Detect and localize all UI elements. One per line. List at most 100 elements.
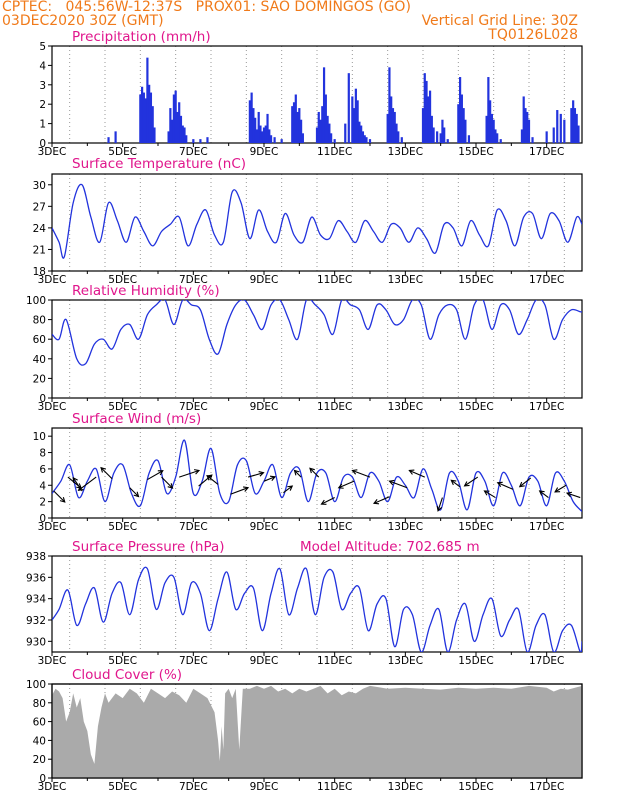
precip-bar bbox=[545, 131, 548, 143]
x-tick-label: 7DEC bbox=[179, 655, 208, 667]
precip-bar bbox=[298, 108, 301, 143]
x-tick-label: 13DEC bbox=[388, 401, 423, 413]
x-tick-label: 3DEC bbox=[38, 146, 67, 158]
header-run-time: 03DEC2020 30Z (GMT) bbox=[2, 13, 164, 29]
precip-bar bbox=[421, 108, 425, 143]
wind-arrow bbox=[338, 480, 355, 489]
wind-arrow bbox=[78, 476, 97, 491]
header-code: TQ0126L028 bbox=[488, 27, 578, 43]
y-tick-label: 20 bbox=[33, 373, 46, 385]
y-tick-label: 938 bbox=[26, 551, 46, 563]
wind-arrow-head bbox=[287, 485, 294, 491]
y-tick-label: 4 bbox=[39, 60, 46, 72]
x-tick-label: 15DEC bbox=[458, 781, 493, 793]
x-tick-label: 15DEC bbox=[458, 146, 493, 158]
precip-bar bbox=[400, 137, 403, 143]
precip-bar bbox=[296, 111, 299, 143]
wind-arrow-head bbox=[351, 469, 358, 475]
wind-arrow bbox=[519, 477, 532, 488]
precip-bar bbox=[252, 108, 255, 143]
x-tick-label: 3DEC bbox=[38, 655, 67, 667]
wind-arrow bbox=[247, 472, 264, 478]
rh-series-line bbox=[52, 300, 582, 366]
precip-bar bbox=[181, 125, 184, 143]
x-tick-label: 11DEC bbox=[317, 146, 352, 158]
precip-bar bbox=[114, 131, 117, 143]
wind-arrow-head bbox=[167, 483, 174, 489]
y-tick-label: 8 bbox=[39, 448, 46, 460]
header-grid-line: Vertical Grid Line: 30Z bbox=[421, 13, 578, 29]
x-tick-label: 9DEC bbox=[250, 274, 279, 286]
wind-arrow bbox=[179, 469, 200, 478]
x-tick-label: 13DEC bbox=[388, 655, 423, 667]
y-tick-label: 0 bbox=[39, 513, 46, 525]
precip-bar bbox=[141, 86, 144, 143]
x-tick-label: 11DEC bbox=[317, 274, 352, 286]
x-tick-label: 9DEC bbox=[250, 655, 279, 667]
precip-bar bbox=[206, 137, 209, 143]
y-tick-label: 40 bbox=[33, 354, 46, 366]
precip-bar bbox=[467, 135, 471, 143]
chart-title: Relative Humidity (%) bbox=[72, 283, 220, 299]
x-tick-label: 9DEC bbox=[250, 521, 279, 533]
precip-bar bbox=[171, 119, 174, 143]
precip-bar bbox=[487, 77, 490, 143]
precip-bar bbox=[324, 94, 327, 143]
wind-arrow bbox=[129, 487, 139, 497]
precip-bar bbox=[395, 123, 398, 143]
wind-arrow bbox=[309, 467, 320, 478]
x-tick-label: 9DEC bbox=[250, 401, 279, 413]
precip-bar bbox=[250, 92, 253, 143]
precip-bar bbox=[439, 133, 442, 143]
precip-bar bbox=[330, 133, 333, 143]
x-tick-label: 17DEC bbox=[529, 274, 564, 286]
x-tick-label: 17DEC bbox=[529, 146, 564, 158]
precip-bar bbox=[139, 94, 142, 143]
precip-bar bbox=[492, 119, 495, 143]
x-tick-label: 7DEC bbox=[179, 781, 208, 793]
precip-bar bbox=[490, 113, 493, 143]
precip-bar bbox=[397, 131, 400, 143]
precip-bar bbox=[462, 108, 465, 143]
precip-bar bbox=[391, 108, 395, 143]
wind-arrow bbox=[198, 474, 213, 487]
panel-cloud: 0 20 40 60 80 100 3DEC 5DEC 7DEC 9DEC 11DEC 13DEC 15… bbox=[26, 667, 583, 793]
x-tick-label: 17DEC bbox=[529, 401, 564, 413]
precip-bar bbox=[333, 139, 336, 143]
precip-bar bbox=[356, 100, 359, 143]
precip-bar bbox=[563, 119, 566, 143]
precip-bar bbox=[291, 106, 294, 143]
y-tick-label: 4 bbox=[39, 480, 46, 492]
precip-bar bbox=[328, 123, 331, 143]
precip-bar bbox=[485, 115, 488, 143]
x-tick-label: 11DEC bbox=[317, 655, 352, 667]
wind-arrow bbox=[464, 476, 479, 487]
precip-bar bbox=[264, 125, 267, 143]
x-tick-label: 9DEC bbox=[250, 146, 279, 158]
wind-arrow bbox=[373, 496, 390, 504]
wind-arrow bbox=[263, 476, 276, 482]
precip-bar bbox=[183, 127, 186, 143]
panel-pres: 930 932 934 936 938 3DEC 5DEC 7DEC 9DEC 11DEC 13DE… bbox=[26, 539, 583, 667]
x-tick-label: 5DEC bbox=[108, 521, 137, 533]
precip-bar bbox=[423, 73, 426, 143]
precip-bar bbox=[300, 119, 303, 143]
precip-bar bbox=[430, 115, 433, 143]
y-tick-label: 18 bbox=[33, 266, 46, 278]
precip-bar bbox=[315, 127, 319, 143]
precip-bar bbox=[436, 131, 439, 143]
wind-arrow-head bbox=[388, 479, 395, 486]
chart-title: Surface Pressure (hPa) bbox=[72, 539, 225, 555]
wind-arrow bbox=[161, 476, 173, 489]
precip-bar bbox=[292, 102, 296, 143]
wind-arrow-head bbox=[337, 483, 344, 489]
wind-arrow bbox=[100, 467, 113, 480]
precip-bar bbox=[427, 96, 430, 143]
temp-series-line bbox=[52, 183, 582, 259]
precip-bar bbox=[269, 135, 273, 143]
precip-bar bbox=[326, 115, 329, 143]
wind-arrow bbox=[437, 497, 443, 511]
precip-bar bbox=[559, 113, 562, 143]
precip-bar bbox=[144, 98, 147, 143]
y-tick-label: 100 bbox=[26, 295, 46, 307]
